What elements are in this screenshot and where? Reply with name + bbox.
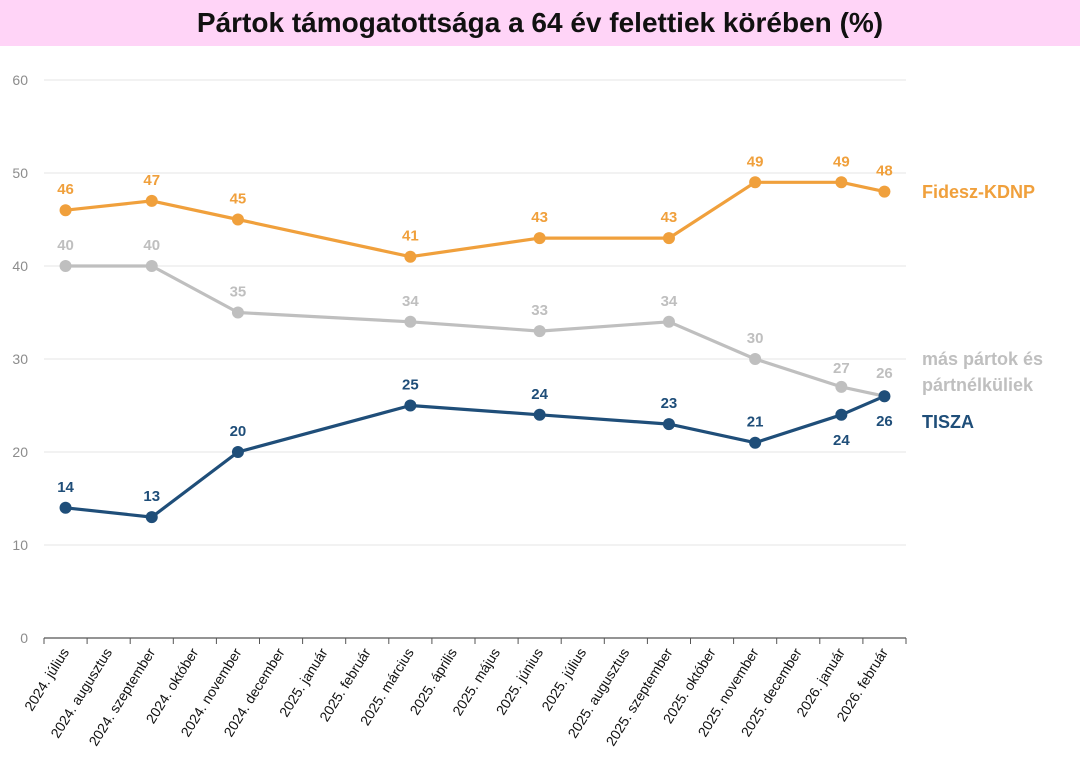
data-point — [749, 176, 762, 189]
data-point — [145, 194, 158, 207]
data-point — [59, 501, 72, 514]
data-point — [749, 436, 762, 449]
data-label: 35 — [230, 284, 247, 301]
data-point — [662, 315, 675, 328]
series-group — [59, 176, 891, 524]
data-label: 20 — [230, 423, 247, 440]
data-label: 24 — [833, 432, 850, 449]
data-point — [404, 315, 417, 328]
title-bar: Pártok támogatottsága a 64 év felettiek … — [0, 0, 1080, 46]
data-label: 45 — [230, 191, 247, 208]
data-label: 33 — [531, 302, 548, 319]
data-label: 21 — [747, 414, 764, 431]
series-name-label: pártnélküliek — [922, 375, 1034, 395]
data-label: 34 — [402, 293, 419, 310]
data-point — [878, 185, 891, 198]
gridlines — [44, 79, 906, 546]
chart-title: Pártok támogatottsága a 64 év felettiek … — [196, 7, 884, 38]
series-name-label: más pártok és — [922, 349, 1043, 369]
data-label: 46 — [57, 181, 74, 198]
data-point — [749, 353, 762, 365]
data-point — [835, 176, 848, 189]
y-tick-label: 50 — [12, 165, 28, 181]
data-label: 49 — [833, 153, 850, 170]
data-label: 26 — [876, 365, 893, 382]
data-label: 25 — [402, 377, 419, 394]
data-point — [59, 204, 72, 217]
data-point — [404, 399, 417, 412]
data-label: 13 — [143, 488, 160, 505]
data-label: 27 — [833, 360, 850, 377]
data-label: 48 — [876, 163, 893, 180]
data-label: 26 — [876, 413, 893, 430]
data-label: 43 — [531, 209, 548, 226]
data-label: 40 — [143, 237, 160, 254]
data-point — [835, 380, 848, 393]
data-point — [231, 446, 244, 458]
y-tick-label: 20 — [12, 444, 28, 460]
data-label: 23 — [661, 395, 678, 412]
series-line — [65, 180, 885, 259]
y-tick-label: 0 — [20, 630, 28, 646]
data-label: 24 — [531, 386, 548, 403]
data-label: 30 — [747, 330, 764, 347]
data-point — [145, 260, 158, 272]
data-point — [145, 511, 158, 524]
data-point — [533, 232, 546, 245]
series-labels: 46 47 45 41 43 43 49 49 48 40 40 35 34 33 34 30 27 26 14 13… — [57, 153, 1043, 505]
data-label: 47 — [143, 172, 160, 189]
data-point — [231, 213, 244, 226]
series-name-label: TISZA — [922, 412, 974, 432]
y-tick-label: 30 — [12, 351, 28, 367]
data-point — [662, 232, 675, 245]
data-point — [533, 325, 546, 338]
data-label: 34 — [661, 293, 678, 310]
data-point — [231, 306, 244, 319]
data-label: 41 — [402, 228, 419, 245]
data-point — [533, 408, 546, 421]
data-point — [404, 250, 417, 263]
data-label: 49 — [747, 153, 764, 170]
y-axis-ticks: 0 10 20 30 40 50 60 — [12, 72, 28, 646]
series-name-label: Fidesz-KDNP — [922, 182, 1035, 202]
y-tick-label: 40 — [12, 258, 28, 274]
y-tick-label: 60 — [12, 72, 28, 88]
data-point — [662, 418, 675, 431]
data-label: 43 — [661, 209, 678, 226]
data-label: 40 — [57, 237, 74, 254]
y-tick-label: 10 — [12, 537, 28, 553]
data-point — [59, 260, 72, 272]
data-point — [878, 390, 891, 403]
data-point — [835, 408, 848, 421]
data-label: 14 — [57, 479, 74, 496]
